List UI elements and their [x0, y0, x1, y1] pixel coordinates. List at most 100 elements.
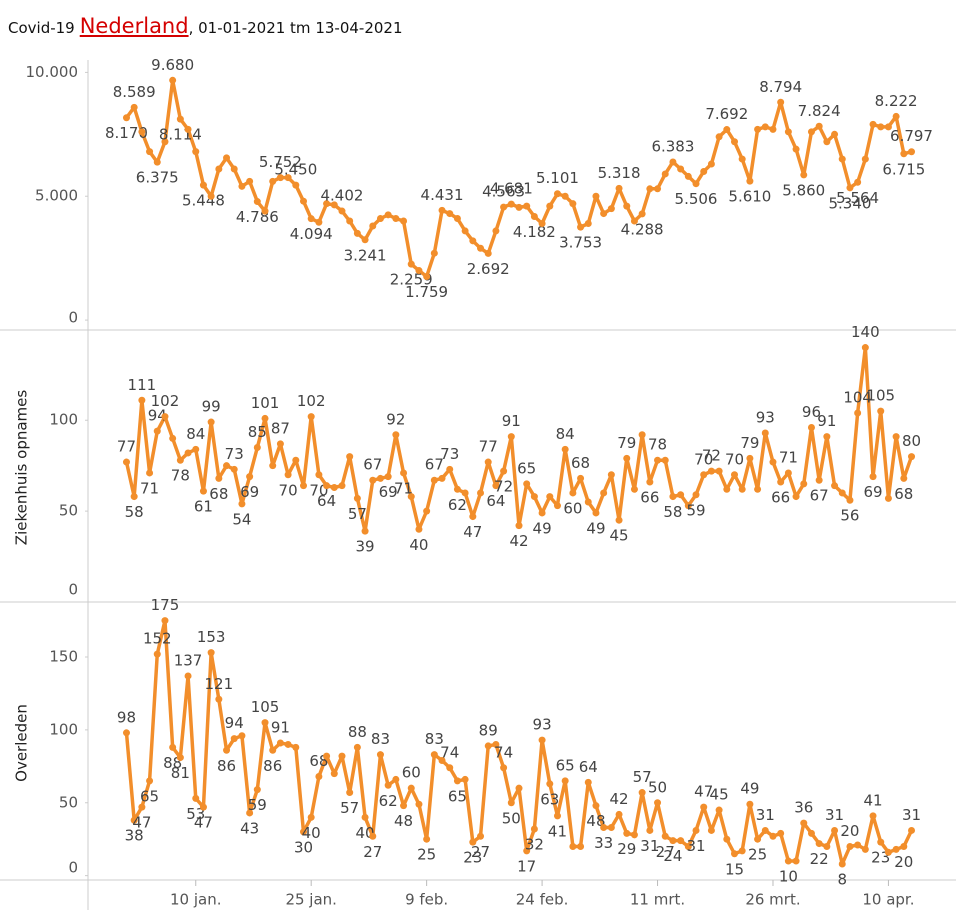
point [777, 98, 785, 106]
point [184, 449, 192, 457]
point [223, 462, 231, 470]
point [122, 458, 130, 466]
value-label: 33 [594, 834, 613, 852]
y-axis-title: Overleden [13, 704, 31, 782]
country-link[interactable]: Nederland [79, 14, 189, 38]
value-label: 31 [825, 806, 844, 824]
value-label: 84 [186, 425, 205, 443]
point [261, 207, 269, 215]
point [269, 462, 277, 470]
point [330, 201, 338, 209]
point [477, 832, 485, 840]
point [561, 777, 569, 785]
value-label: 57 [633, 768, 652, 786]
value-label: 57 [348, 505, 367, 523]
point [153, 427, 161, 435]
value-label: 58 [125, 503, 144, 521]
point [723, 485, 731, 493]
value-label: 101 [251, 394, 280, 412]
value-label: 68 [894, 485, 913, 503]
point [700, 471, 708, 479]
point [215, 695, 223, 703]
point [384, 781, 392, 789]
y-tick-label: 50 [59, 793, 78, 811]
point [815, 840, 823, 848]
point [854, 178, 862, 186]
point [592, 192, 600, 200]
point [253, 198, 261, 206]
point [884, 123, 892, 131]
value-label: 91 [271, 719, 290, 737]
point [207, 192, 215, 200]
value-label: 152 [143, 630, 172, 648]
point [523, 202, 531, 210]
point [184, 672, 192, 680]
point [315, 773, 323, 781]
value-label: 57 [340, 799, 359, 817]
value-label: 70 [279, 481, 298, 499]
value-label: 86 [263, 757, 282, 775]
point [761, 429, 769, 437]
point [800, 480, 808, 488]
point [369, 222, 377, 230]
value-label: 78 [648, 436, 667, 454]
point [153, 158, 161, 166]
point [530, 493, 538, 501]
point [731, 138, 738, 146]
point [484, 742, 492, 750]
point [569, 489, 577, 497]
point [623, 454, 631, 462]
value-label: 84 [556, 425, 575, 443]
point [630, 831, 638, 839]
value-label: 5.450 [274, 161, 317, 179]
value-label: 17 [517, 857, 536, 875]
point [446, 210, 454, 218]
value-label: 68 [209, 485, 228, 503]
value-label: 83 [425, 730, 444, 748]
point [492, 740, 500, 748]
point [261, 414, 269, 422]
point [838, 860, 846, 868]
value-label: 93 [533, 716, 552, 734]
point [684, 502, 692, 510]
value-label: 99 [202, 398, 221, 416]
value-label: 5.318 [598, 164, 641, 182]
point [553, 812, 561, 820]
value-label: 62 [448, 496, 467, 514]
value-label: 47 [463, 523, 482, 541]
point [784, 857, 792, 865]
value-label: 65 [517, 459, 536, 477]
point [269, 177, 277, 185]
point [300, 482, 307, 490]
point [700, 167, 708, 175]
point [307, 413, 315, 421]
y-tick-label: 0 [68, 859, 78, 877]
point [400, 802, 408, 810]
value-label: 47 [132, 814, 151, 832]
value-label: 4.563 [482, 183, 525, 201]
point [607, 205, 615, 213]
value-label: 94 [225, 714, 244, 732]
value-label: 74 [494, 743, 513, 761]
point [746, 800, 754, 808]
point [638, 789, 646, 797]
point [677, 837, 685, 845]
value-label: 104 [843, 388, 872, 406]
point [553, 190, 561, 198]
point [577, 474, 585, 482]
point [861, 845, 869, 853]
point [361, 813, 369, 821]
point [823, 138, 831, 146]
point [461, 775, 469, 783]
value-label: 48 [394, 812, 413, 830]
point [223, 154, 231, 162]
point [561, 445, 569, 453]
value-label: 32 [525, 835, 544, 853]
point [738, 155, 746, 163]
point [276, 174, 284, 182]
value-label: 45 [710, 786, 729, 804]
value-label: 40 [409, 536, 428, 554]
point [176, 456, 184, 464]
point [184, 125, 192, 133]
header: Covid-19 Nederland, 01-01-2021 tm 13-04-2… [8, 14, 403, 38]
